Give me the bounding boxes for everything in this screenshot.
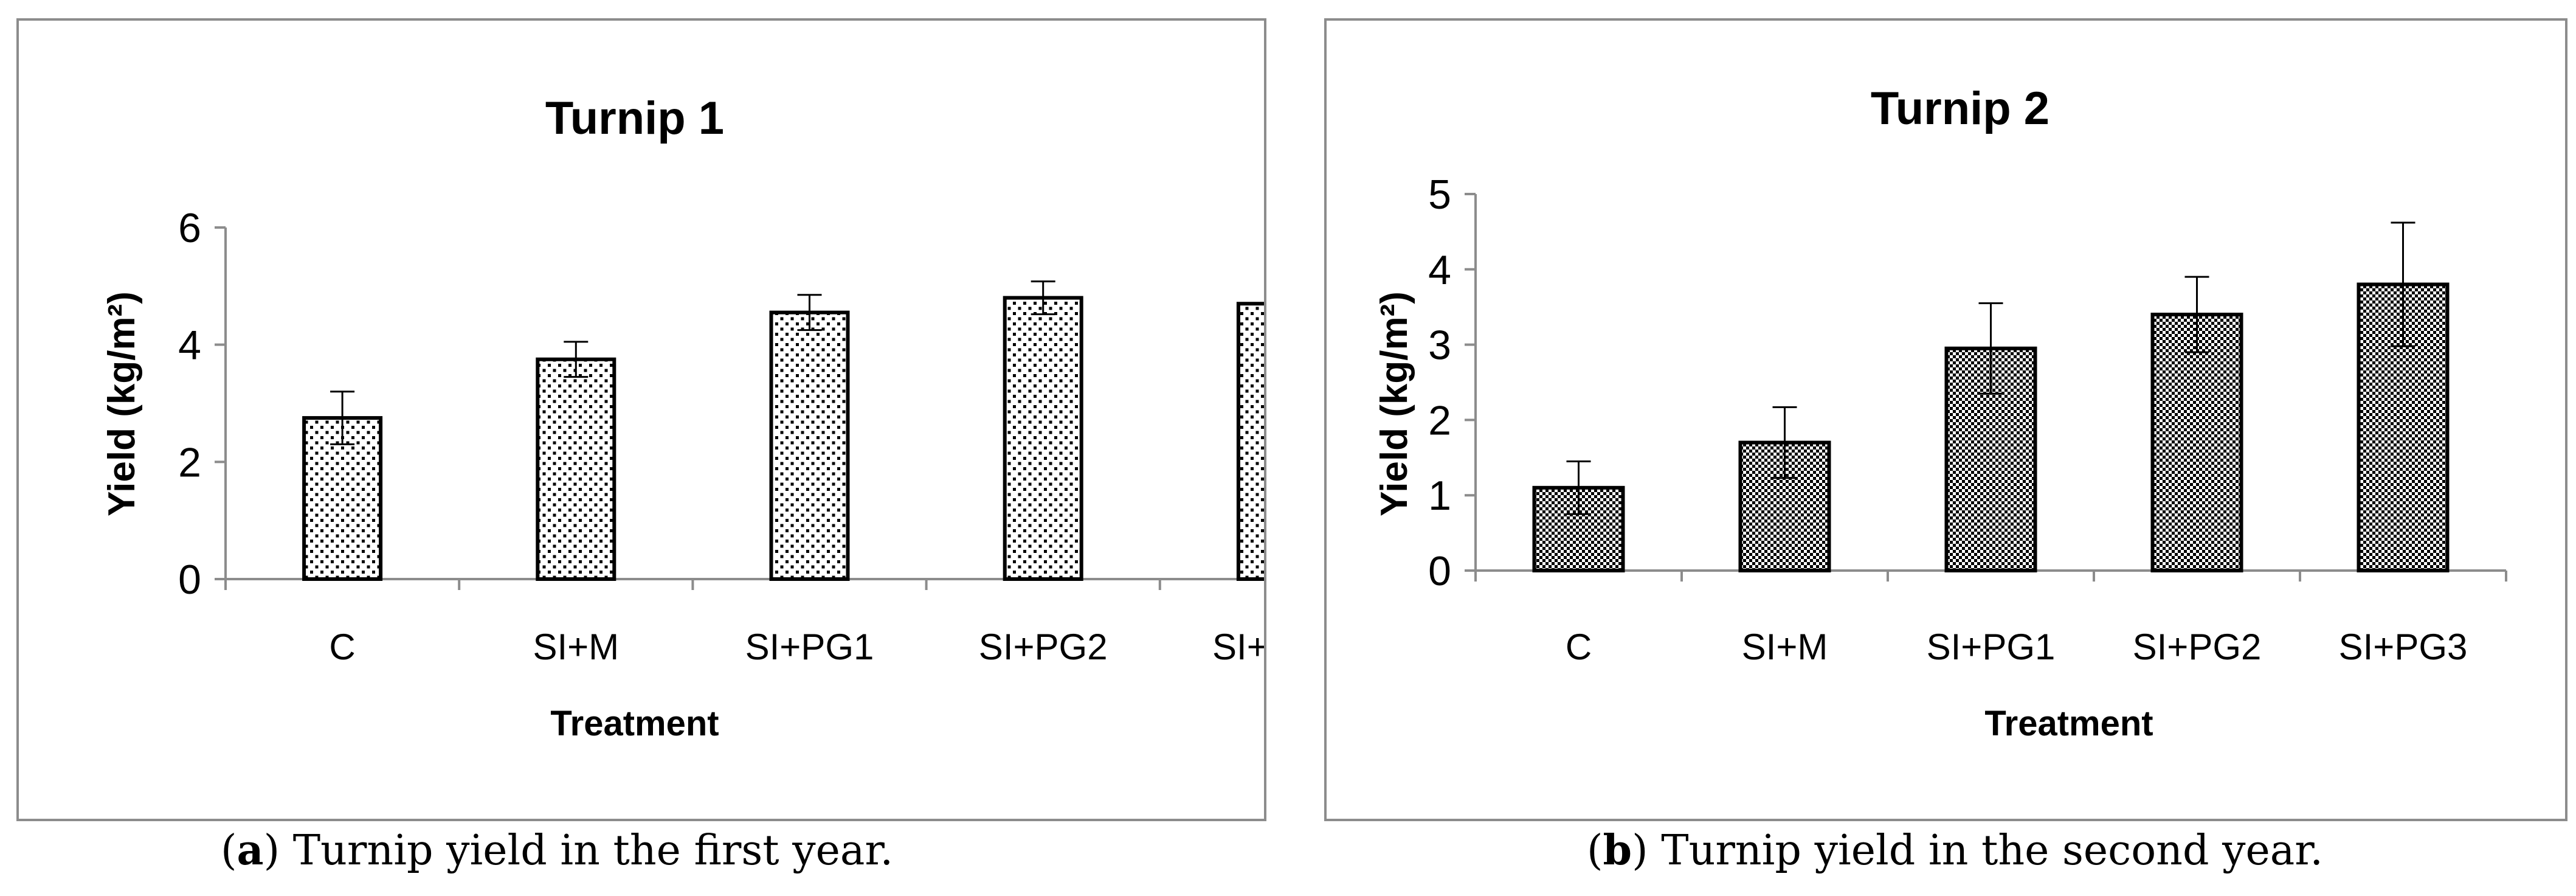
chart-b-ytick-label: 5 [1428, 172, 1451, 218]
chart-b-ytick-label: 2 [1428, 397, 1451, 443]
chart-a-bar-si-m [536, 357, 616, 581]
caption-a-letter: a [237, 826, 264, 875]
chart-b-category-label: SI+PG2 [2133, 627, 2262, 667]
chart-a-category-label: SI+M [533, 627, 619, 667]
chart-b-category-label: SI+PG1 [1927, 627, 2056, 667]
chart-a-ytick-label: 6 [178, 205, 201, 251]
caption-b-text: Turnip yield in the second year. [1648, 827, 2323, 875]
chart-b-ylabel: Yield (kg/m²) [1373, 291, 1415, 516]
chart-b-category-label: SI+PG3 [2339, 627, 2468, 667]
chart-b-ytick-label: 1 [1428, 473, 1451, 519]
chart-b-bar-si-pg2 [2150, 313, 2243, 572]
chart-b-ytick-label: 4 [1428, 247, 1451, 293]
chart-b-xlabel: Treatment [1984, 704, 2153, 743]
chart-a: Turnip 1 0 2 4 6 C SI+M SI+PG1 SI+PG2 SI+PG3 Treat… [101, 92, 1264, 743]
chart-b-ytick-label: 3 [1428, 322, 1451, 369]
chart-a-category-label: SI+PG1 [745, 627, 874, 667]
chart-b: Turnip 2 0 1 2 3 4 5 C SI+M SI+PG1 SI+PG2 SI+PG3 Tre… [1373, 83, 2507, 743]
chart-a-ylabel: Yield (kg/m²) [101, 291, 143, 516]
caption-a: (a) Turnip yield in the first year. [221, 826, 894, 875]
chart-a-bar-si-pg2 [1003, 296, 1083, 581]
caption-a-text: Turnip yield in the first year. [280, 827, 894, 875]
chart-panel-a: Turnip 1 0 2 4 6 C SI+M SI+PG1 SI+PG2 SI+PG3 Treat… [16, 18, 1266, 821]
chart-a-ytick-label: 4 [178, 322, 201, 369]
chart-b-category-label: SI+M [1742, 627, 1828, 667]
chart-a-ytick-label: 2 [178, 439, 201, 485]
chart-a-bar-si-pg1 [769, 310, 850, 581]
chart-panel-b: Turnip 2 0 1 2 3 4 5 C SI+M SI+PG1 SI+PG2 SI+PG3 Tre… [1324, 18, 2567, 821]
caption-b: (b) Turnip yield in the second year. [1587, 826, 2323, 875]
chart-a-ytick-label: 0 [178, 557, 201, 603]
caption-b-letter: b [1603, 826, 1632, 875]
chart-b-category-label: C [1566, 627, 1592, 667]
chart-a-title: Turnip 1 [545, 92, 724, 144]
chart-a-bar-si-pg3 [1236, 302, 1264, 581]
chart-b-title: Turnip 2 [1871, 83, 2049, 134]
chart-a-xlabel: Treatment [550, 704, 719, 743]
chart-a-category-label: SI+PG3 [1212, 627, 1264, 667]
chart-b-ytick-label: 0 [1428, 548, 1451, 594]
chart-a-category-label: C [329, 627, 355, 667]
chart-a-category-label: SI+PG2 [979, 627, 1108, 667]
